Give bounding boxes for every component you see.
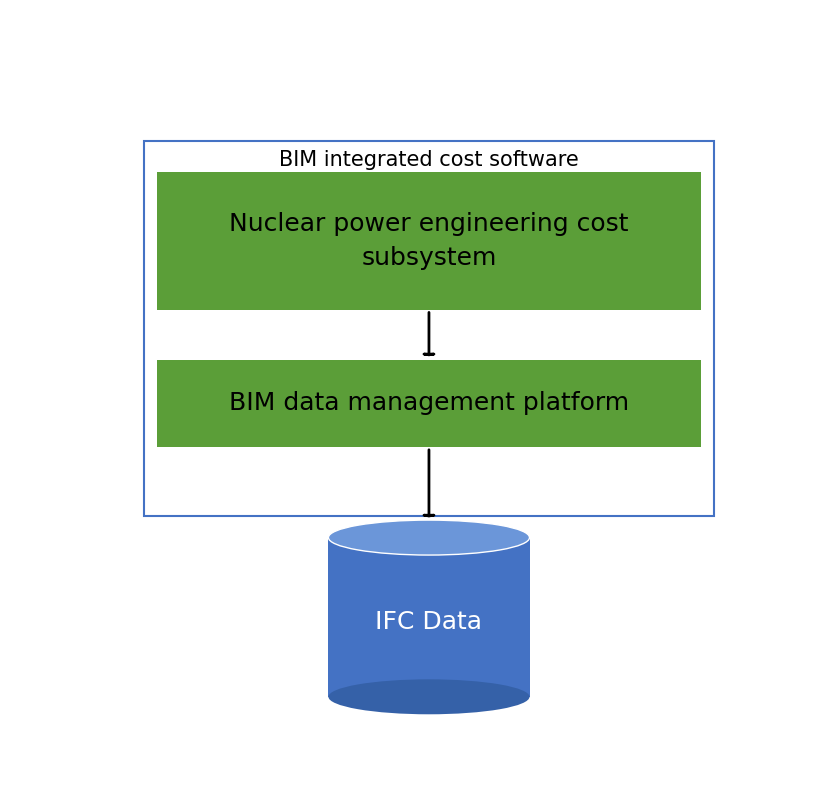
Text: Nuclear power engineering cost
subsystem: Nuclear power engineering cost subsystem [229, 212, 628, 270]
Text: IFC Data: IFC Data [375, 611, 482, 634]
Ellipse shape [328, 520, 529, 555]
Bar [156, 359, 701, 447]
Text: BIM data management platform: BIM data management platform [228, 392, 629, 415]
Bar [328, 538, 529, 697]
Ellipse shape [328, 680, 529, 714]
Bar [144, 141, 713, 516]
Text: BIM integrated cost software: BIM integrated cost software [278, 150, 579, 169]
Bar [156, 172, 701, 310]
